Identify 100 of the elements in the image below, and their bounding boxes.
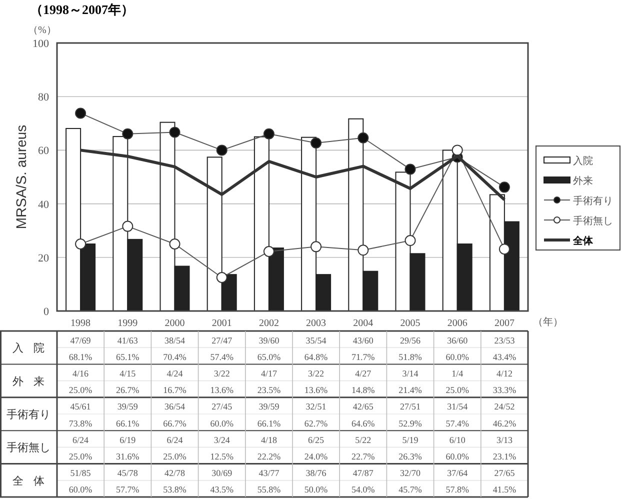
data-label: 27/65 41.5%: [492, 468, 517, 495]
data-label: 6/19 31.6%: [116, 434, 140, 462]
y-tick-label: 40: [38, 198, 50, 211]
point: [498, 182, 510, 193]
point: [452, 144, 463, 156]
x-tick-label: 2006: [447, 318, 468, 329]
data-label: 43/77 55.8%: [257, 468, 282, 495]
bar: [112, 136, 128, 312]
data-label: 4/15 26.7%: [116, 368, 140, 396]
point: [358, 244, 369, 256]
x-axis-title: （年）: [533, 316, 563, 328]
point: [310, 241, 322, 252]
data-label: 30/69 43.5%: [210, 468, 234, 495]
bar: [174, 266, 190, 312]
bar: [254, 136, 270, 312]
point: [169, 126, 180, 138]
data-label: 27/47 57.4%: [210, 335, 234, 362]
y-tick-label: 0: [44, 306, 50, 318]
bar: [80, 244, 96, 312]
bar: [504, 221, 520, 312]
legend-label: 全体: [572, 235, 594, 247]
point: [310, 137, 322, 148]
legend-label: 入院: [573, 155, 593, 167]
data-label: 4/27 14.8%: [352, 368, 376, 396]
y-axis-title: MRSA/S. aureus: [13, 124, 29, 230]
data-label: 27/51 52.9%: [398, 402, 422, 428]
y-tick-label: 80: [38, 92, 50, 104]
point: [169, 238, 180, 250]
data-label: 3/13 23.1%: [492, 434, 517, 462]
data-label: 6/24 25.0%: [163, 434, 187, 462]
data-label: 39/59 66.1%: [116, 402, 140, 428]
data-label: 3/22 13.6%: [304, 368, 328, 396]
data-label: 5/19 26.3%: [398, 434, 422, 462]
data-label: 45/61 73.8%: [68, 402, 93, 428]
legend-label: 外来: [573, 175, 593, 187]
text: 入院: [12, 342, 54, 355]
data-label: 24/52 46.2%: [492, 402, 517, 428]
text: （%）: [28, 25, 56, 36]
bar: [268, 248, 284, 312]
point: [216, 272, 228, 283]
data-label: 4/18 22.2%: [257, 434, 282, 462]
bar: [66, 128, 82, 312]
data-label: 32/51 62.7%: [304, 402, 328, 428]
data-label: 4/16 25.0%: [68, 368, 93, 396]
data-label: 47/87 54.0%: [352, 468, 376, 495]
data-label: 45/78 57.7%: [116, 468, 140, 495]
chart-title: （1998～2007年）: [30, 2, 134, 17]
data-label: 36/60 60.0%: [446, 335, 470, 362]
data-label: 6/24 25.0%: [68, 434, 93, 462]
data-label: 36/54 66.7%: [163, 402, 187, 428]
data-label: 51/85 60.0%: [68, 468, 93, 495]
data-label: 1/4 25.0%: [446, 368, 470, 396]
point: [263, 246, 274, 258]
data-label: 3/22 13.6%: [210, 368, 234, 396]
text: 手術有り: [6, 409, 50, 421]
data-label: 39/59 66.1%: [257, 402, 282, 428]
data-label: 43/60 71.7%: [352, 335, 376, 362]
data-label: 31/54 57.4%: [446, 402, 470, 428]
text: 全体: [12, 475, 54, 488]
point: [216, 144, 228, 156]
data-label: 37/64 57.8%: [446, 468, 470, 495]
point: [404, 235, 416, 246]
point: [263, 128, 274, 140]
bar: [395, 172, 411, 312]
data-label: 29/56 51.8%: [398, 335, 422, 362]
point: [75, 108, 86, 119]
x-tick-label: 1999: [118, 318, 138, 329]
y-tick-label: 20: [38, 252, 50, 264]
data-label: 4/12 33.3%: [492, 368, 517, 396]
x-tick-label: 2007: [494, 318, 514, 329]
bar: [410, 253, 426, 312]
legend-label: 手術無し: [573, 215, 613, 227]
data-label: 32/70 45.7%: [398, 468, 422, 495]
data-label: 3/24 12.5%: [210, 434, 234, 462]
data-label: 23/53 43.4%: [492, 335, 517, 362]
data-label: 3/14 21.4%: [398, 368, 422, 396]
point: [75, 238, 86, 250]
x-tick-label: 2002: [258, 318, 279, 329]
data-label: 42/78 53.8%: [163, 468, 187, 495]
data-label: 41/63 65.1%: [116, 335, 140, 362]
x-tick-label: 2004: [353, 318, 374, 329]
bar: [316, 274, 332, 312]
data-label: 5/22 22.7%: [352, 434, 376, 462]
x-tick-label: 2001: [212, 318, 232, 329]
bar: [456, 244, 472, 312]
point: [358, 132, 369, 144]
data-label: 38/76 50.0%: [304, 468, 328, 495]
bar: [206, 156, 222, 312]
data-label: 35/54 64.8%: [304, 335, 328, 362]
bar: [362, 270, 378, 312]
x-tick-label: 1998: [70, 318, 91, 329]
bar: [160, 122, 176, 312]
point: [404, 164, 416, 175]
bar: [348, 118, 364, 312]
data-label: 27/45 60.0%: [210, 402, 234, 428]
data-label: 38/54 70.4%: [163, 335, 187, 362]
data-label: 47/69 68.1%: [68, 335, 93, 362]
y-tick-label: 100: [32, 38, 50, 50]
bar: [127, 238, 143, 312]
x-tick-label: 2003: [306, 318, 326, 329]
